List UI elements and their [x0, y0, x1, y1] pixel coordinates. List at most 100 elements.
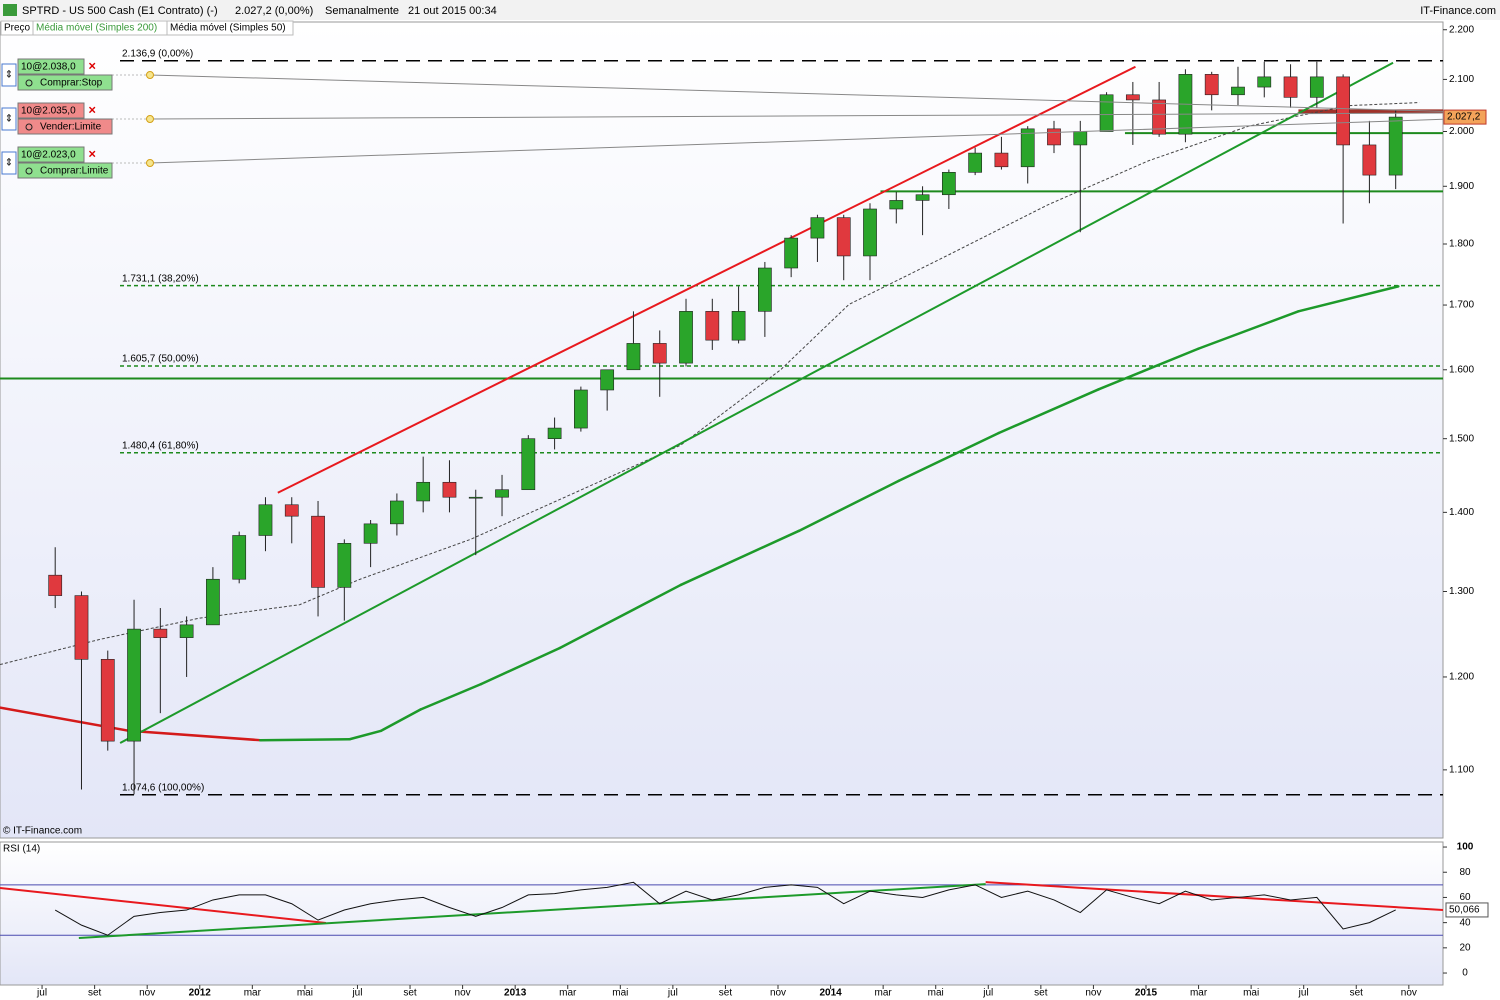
- x-tick-label: 2013: [504, 988, 527, 999]
- order-handle: [146, 115, 154, 123]
- candle-body: [705, 311, 720, 341]
- x-tick-label: 2015: [1135, 988, 1158, 999]
- fib-label: 1.731,1 (38,20%): [122, 273, 199, 284]
- candle-body: [521, 438, 536, 491]
- x-tick-label: set: [88, 988, 102, 999]
- fib-label: 1.480,4 (61,80%): [122, 440, 199, 451]
- x-tick-label: mar: [559, 988, 577, 999]
- order-arrows[interactable]: [1, 63, 17, 87]
- candle-body: [153, 628, 168, 638]
- candle-body: [731, 311, 746, 341]
- period: Semanalmente: [325, 5, 399, 17]
- candle-body: [416, 481, 431, 502]
- candle-body: [48, 574, 63, 596]
- ma-segment: [348, 729, 383, 741]
- candle-body: [179, 624, 194, 638]
- candle-body: [284, 504, 299, 517]
- price-plot: 2.136,9 (0,00%) 1.731,1 (38,20%) 1.605,7 (…: [0, 48, 1443, 796]
- fib-label: 2.136,9 (0,00%): [122, 48, 193, 59]
- order-action-box[interactable]: [17, 74, 113, 91]
- order-label-box: [17, 146, 85, 163]
- candle-body: [626, 343, 641, 371]
- y-tick-label: 1.600: [1449, 364, 1474, 375]
- order-action[interactable]: Comprar:Stop: [40, 78, 103, 89]
- x-tick-label: nov: [455, 988, 471, 999]
- candle-body: [652, 343, 667, 364]
- order-action-box[interactable]: [17, 162, 113, 179]
- order-line: [149, 74, 1444, 112]
- order-line: [149, 112, 1444, 120]
- x-tick-label: mai: [297, 988, 313, 999]
- ma-segment: [379, 708, 422, 733]
- order-cancel[interactable]: ✕: [88, 150, 96, 161]
- order-arrows[interactable]: [1, 151, 17, 175]
- x-tick-label: nov: [1085, 988, 1101, 999]
- candle-body: [1152, 99, 1167, 135]
- y-tick-label: 1.400: [1449, 507, 1474, 518]
- candle-body: [363, 523, 378, 544]
- candle-body: [1204, 74, 1219, 96]
- datetime: 21 out 2015 00:34: [408, 5, 497, 17]
- order-arrows[interactable]: [1, 107, 17, 131]
- ma-segment: [558, 583, 683, 650]
- y-tick-label: 2.000: [1449, 126, 1474, 137]
- y-tick-label: 1.500: [1449, 433, 1474, 444]
- y-tick-label: 80: [1459, 867, 1471, 878]
- y-tick-label: 2.200: [1449, 24, 1474, 35]
- candle-body: [784, 237, 799, 269]
- candle-body: [757, 267, 772, 312]
- candle-body: [1073, 131, 1088, 146]
- y-tick-label: 2.100: [1449, 74, 1474, 85]
- order-label-box: [17, 58, 85, 75]
- candle-body: [1309, 76, 1324, 98]
- candle-body: [1257, 76, 1272, 88]
- candle-body: [100, 659, 115, 742]
- x-tick-label: mar: [1190, 988, 1208, 999]
- order-eye: [25, 79, 33, 87]
- candle-body: [495, 489, 509, 498]
- order-arrows-icon: ⇕: [5, 114, 13, 125]
- candle-body: [547, 427, 562, 439]
- x-tick-label: mai: [1243, 988, 1259, 999]
- x-tick-label: jul: [1298, 988, 1309, 999]
- x-tick-label: jul: [667, 988, 678, 999]
- trendline: [119, 61, 1394, 744]
- order-action-box[interactable]: [17, 118, 113, 135]
- legend-row: Preço Média móvel (Simples 200) Média mó…: [0, 20, 294, 36]
- candle-body: [1388, 116, 1403, 176]
- order-label-box: [17, 102, 85, 119]
- y-tick-label: 1.300: [1449, 586, 1474, 597]
- candle-body: [258, 504, 273, 536]
- price-panel: [0, 21, 1444, 839]
- legend-ma50[interactable]: Média móvel (Simples 50): [170, 23, 286, 34]
- x-tick-label: 2012: [189, 988, 212, 999]
- order-action[interactable]: Vender:Limite: [40, 122, 102, 133]
- y-tick-label: 0: [1462, 968, 1468, 979]
- x-tick-label: jul: [351, 988, 362, 999]
- order-arrows-icon: ⇕: [5, 158, 13, 169]
- order-cancel[interactable]: ✕: [88, 62, 96, 73]
- order-action[interactable]: Comprar:Limite: [40, 166, 109, 177]
- candle-body: [994, 152, 1009, 168]
- candle-body: [1125, 94, 1140, 101]
- ma-segment: [897, 431, 1001, 483]
- candle-body: [941, 172, 956, 196]
- watermark: © IT-Finance.com: [3, 826, 82, 837]
- legend-price[interactable]: Preço: [4, 23, 31, 34]
- ma-segment: [997, 388, 1100, 435]
- order-cancel[interactable]: ✕: [88, 106, 96, 117]
- ma-segment: [419, 682, 483, 711]
- y-tick-label: 20: [1459, 942, 1471, 953]
- legend-ma200[interactable]: Média móvel (Simples 200): [36, 23, 157, 34]
- candle-body: [1231, 86, 1245, 96]
- rsi-line: [54, 881, 1396, 936]
- candle-body: [889, 200, 904, 210]
- ma-segment: [679, 529, 801, 587]
- ma-segment: [479, 646, 562, 686]
- brand: IT-Finance.com: [1420, 5, 1496, 17]
- rsi-trendline: [985, 881, 1444, 912]
- legend-tab[interactable]: [166, 20, 294, 36]
- x-tick-label: set: [1034, 988, 1048, 999]
- y-tick-label: 1.900: [1449, 181, 1474, 192]
